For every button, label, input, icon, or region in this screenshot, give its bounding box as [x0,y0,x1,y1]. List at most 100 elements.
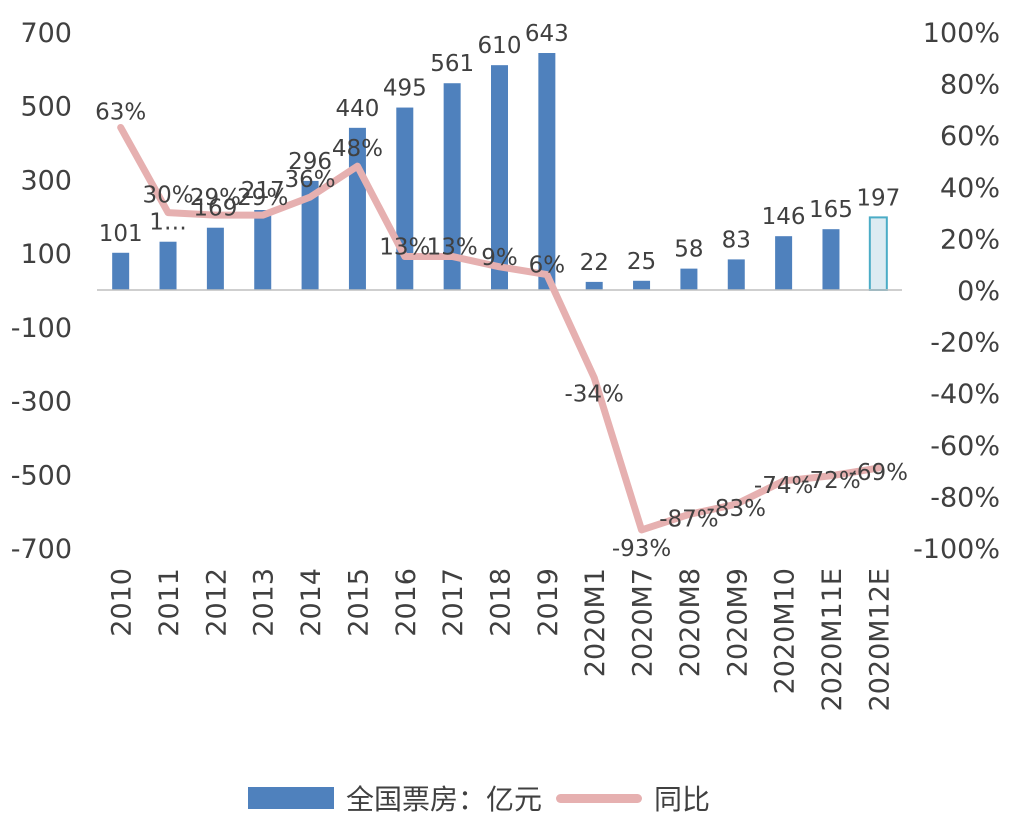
x-tick-label: 2011 [154,568,185,637]
bar-data-label: 495 [383,76,427,102]
bar-2020M7 [633,280,651,290]
yoy-line [117,123,882,534]
right-tick-label: 20% [940,224,1000,255]
right-tick-label: -20% [930,328,1000,359]
line-data-label: 29% [190,185,241,211]
left-tick-label: -300 [11,387,72,418]
right-tick-label: 80% [940,70,1000,101]
x-tick-label: 2015 [343,568,374,637]
bar-data-label: 296 [288,149,332,175]
x-tick-label: 2012 [201,568,232,637]
x-tick-label: 2018 [486,568,517,637]
x-axis: 2010 2011 2012 2013 2014 2015 2016 2017 2018 2019… [107,568,896,711]
legend-bar-swatch [248,787,334,809]
bar-data-label: 610 [478,33,522,59]
left-tick-label: -700 [11,534,72,565]
bar-data-label: 22 [580,250,609,276]
legend: 全国票房：亿元 同比 [248,776,724,820]
right-tick-label: -40% [930,379,1000,410]
bar-data-label: 440 [335,96,379,122]
left-tick-label: 700 [20,18,72,49]
line-data-label: 63% [95,99,146,125]
x-tick-label: 2020M12E [864,568,895,711]
left-tick-label: 300 [20,165,72,196]
x-tick-label: 2019 [533,568,564,637]
right-tick-label: 0% [957,276,1000,307]
bar-2020M1 [585,281,603,290]
line-data-label: 13% [427,234,478,260]
x-tick-label: 2014 [296,568,327,637]
line-data-label: 36% [285,167,336,193]
line-data-labels: 63%30%29%29%36%48%13%13% 9% 6%-34%-93%-87%… [95,99,908,561]
left-tick-label: -100 [11,313,72,344]
right-tick-label: -80% [930,482,1000,513]
x-tick-label: 2013 [249,568,280,637]
line-data-label: -74% [754,473,813,499]
line-data-label: -69% [849,460,908,486]
bar-2020M9 [727,259,745,290]
legend-bar-label: 全国票房：亿元 [346,783,543,816]
line-series [117,123,882,534]
right-tick-label: 40% [940,173,1000,204]
bar-2020M8 [680,268,698,290]
x-tick-label: 2020M8 [675,568,706,677]
bar-data-label: 146 [762,204,806,230]
right-y-axis: 100% 80% 60% 40% 20% 0% -20% -40% -60% -80% -100% [913,18,1000,565]
legend-item-bar: 全国票房：亿元 [248,778,542,818]
bar-data-label: 197 [856,185,900,211]
legend-line-swatch [556,793,643,803]
left-tick-label: 100 [20,239,72,270]
bar-data-label: 165 [809,197,853,223]
bar-2011 [159,241,177,290]
right-tick-label: -100% [913,534,1000,565]
bar-2019 [538,53,556,290]
bar-2016 [396,107,414,290]
line-data-label: -93% [612,536,671,562]
right-tick-label: 100% [923,18,1000,49]
line-data-label: 6% [529,253,566,279]
bar-data-label: 58 [674,237,703,263]
line-data-label: -72% [801,468,860,494]
left-y-axis: 700 500 300 100 -100 -300 -500 -700 [11,18,72,565]
line-data-label: -83% [707,496,766,522]
x-tick-label: 2016 [391,568,422,637]
bar-2012 [206,227,224,290]
bar-data-label: 217 [241,178,285,204]
line-data-label: -87% [659,506,718,532]
x-tick-label: 2017 [438,568,469,637]
bar-data-label: 561 [430,51,474,77]
bar-2017 [443,83,461,290]
right-tick-label: -60% [930,431,1000,462]
line-data-label: 30% [142,183,193,209]
right-tick-label: 60% [940,121,1000,152]
bar-2020M11E [822,229,840,290]
bar-2018 [491,65,508,291]
bar-data-label: 83 [722,227,751,253]
bar-2013 [254,210,272,290]
bar-2014 [301,180,319,290]
bar-data-label: 101 [99,221,143,247]
bar-data-label: 169 [193,196,237,222]
legend-item-line: 同比 [556,778,710,818]
line-data-label: 29% [237,185,288,211]
x-tick-label: 2020M9 [722,568,753,677]
x-tick-label: 2020M11E [817,568,848,711]
bar-2010 [112,252,130,290]
line-data-label: 13% [379,234,430,260]
left-tick-label: -500 [11,460,72,491]
x-tick-label: 2020M7 [628,568,659,677]
bar-2020M10 [775,236,793,290]
bar-data-label: 643 [525,21,569,47]
bar-data-label: 25 [627,249,656,275]
line-data-label: 48% [332,136,383,162]
legend-line-label: 同比 [654,783,711,816]
line-data-label: 9% [481,245,518,271]
x-tick-label: 2020M1 [580,568,611,677]
bar-2020M12E [868,216,888,292]
x-tick-label: 2020M10 [770,568,801,694]
x-tick-label: 2010 [107,568,138,637]
left-tick-label: 500 [20,92,72,123]
line-data-label: -34% [564,382,623,408]
